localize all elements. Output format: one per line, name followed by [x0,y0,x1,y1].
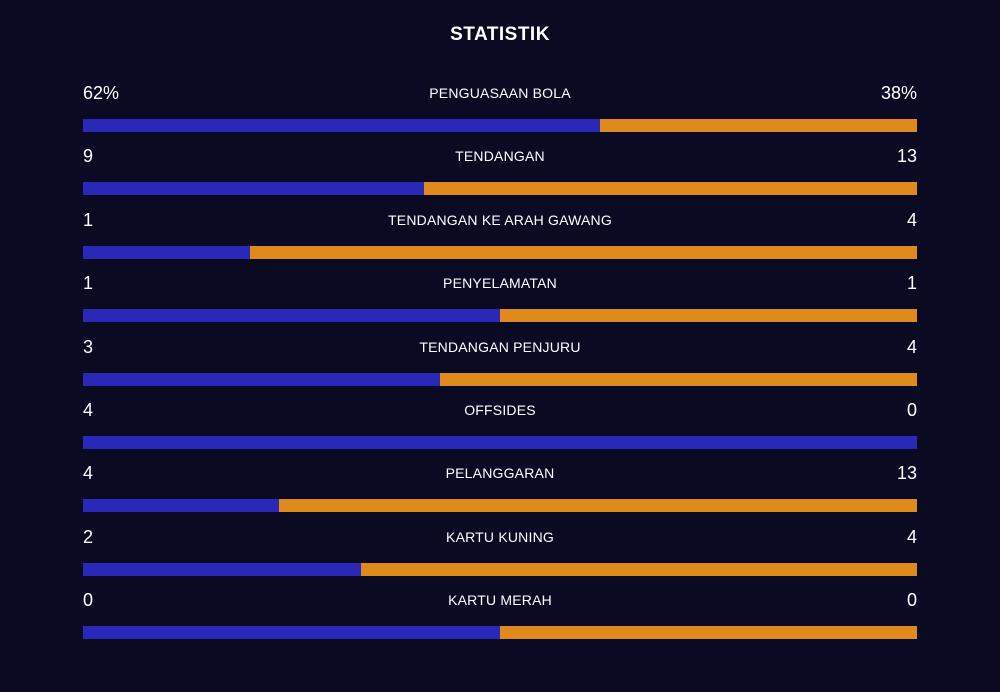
stat-away-value: 4 [906,209,917,230]
stat-home-value: 9 [83,146,94,167]
statistics-title: STATISTIK [450,24,550,45]
bar-away-segment [600,119,917,132]
stat-row: 2 KARTU KUNING 4 [83,523,917,586]
stat-home-value: 0 [83,590,94,611]
stat-label: PENGUASAAN BOLA [429,85,571,101]
stat-label: TENDANGAN PENJURU [419,338,581,355]
stat-away-value: 4 [906,336,917,357]
bar-home-segment [83,119,601,132]
stat-comparison-bar [83,119,917,132]
stat-row: 4 OFFSIDES 0 [83,396,917,459]
bar-home-segment [83,562,361,576]
stat-label: PENYELAMATAN [443,275,557,292]
stat-label: OFFSIDES [464,401,536,418]
stat-home-value: 1 [83,209,94,230]
stat-away-value: 38% [880,83,917,103]
stat-away-value: 4 [906,526,917,547]
stat-label: PELANGGARAN [445,465,555,482]
bar-home-segment [83,372,441,386]
stat-label: KARTU KUNING [446,528,554,545]
stat-comparison-bar [83,372,917,386]
stat-home-value: 2 [83,526,94,547]
stat-comparison-bar [83,309,917,323]
bar-home-segment [83,435,917,449]
stat-row: 4 PELANGGARAN 13 [83,459,917,522]
stat-row: 1 PENYELAMATAN 1 [83,269,917,332]
stat-away-value: 0 [906,590,917,611]
stat-label: KARTU MERAH [448,592,552,609]
bar-home-segment [83,626,500,640]
bar-away-segment [424,182,917,196]
stat-row: 62% PENGUASAAN BOLA 38% [83,79,917,142]
bar-home-segment [83,245,250,259]
stat-comparison-bar [83,499,917,513]
stat-comparison-bar [83,245,917,259]
bar-home-segment [83,309,500,323]
stat-away-value: 13 [896,146,917,167]
bar-away-segment [500,626,917,640]
stat-row: 3 TENDANGAN PENJURU 4 [83,333,917,396]
stat-away-value: 1 [906,273,917,294]
stat-label: TENDANGAN KE ARAH GAWANG [388,211,612,228]
bar-home-segment [83,182,425,196]
stat-comparison-bar [83,435,917,449]
stat-comparison-bar [83,182,917,196]
bar-away-segment [279,499,917,513]
stat-home-value: 1 [83,273,94,294]
stat-home-value: 3 [83,336,94,357]
stat-comparison-bar [83,626,917,640]
bar-away-segment [500,309,917,323]
stats-list: 62% PENGUASAAN BOLA 38% 9 TENDANGAN 13 1 TENDAN… [83,79,917,650]
stat-row: 9 TENDANGAN 13 [83,142,917,205]
stat-home-value: 62% [83,83,120,103]
stat-home-value: 4 [83,399,94,420]
stat-away-value: 0 [906,399,917,420]
stat-row: 1 TENDANGAN KE ARAH GAWANG 4 [83,206,917,269]
bar-away-segment [249,245,917,259]
stat-comparison-bar [83,562,917,576]
stat-label: TENDANGAN [455,148,545,165]
stat-home-value: 4 [83,463,94,484]
stat-row: 0 KARTU MERAH 0 [83,586,917,649]
bar-away-segment [440,372,917,386]
bar-away-segment [360,562,917,576]
stat-away-value: 13 [896,463,917,484]
bar-home-segment [83,499,280,513]
